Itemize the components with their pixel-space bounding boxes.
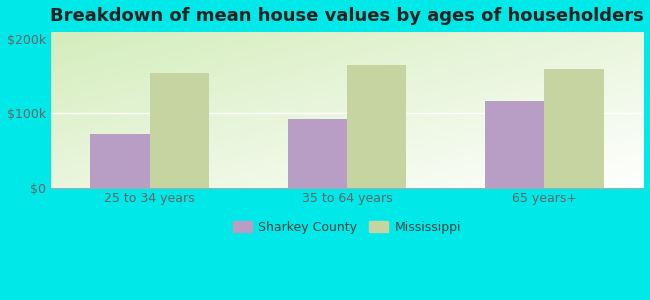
Bar	[90, 134, 150, 188]
Title: Breakdown of mean house values by ages of householders: Breakdown of mean house values by ages o…	[50, 7, 644, 25]
Bar	[347, 65, 406, 188]
Bar	[544, 69, 604, 188]
Legend: Sharkey County, Mississippi: Sharkey County, Mississippi	[227, 215, 467, 240]
Bar	[150, 73, 209, 188]
Bar	[288, 119, 347, 188]
Bar	[485, 101, 544, 188]
